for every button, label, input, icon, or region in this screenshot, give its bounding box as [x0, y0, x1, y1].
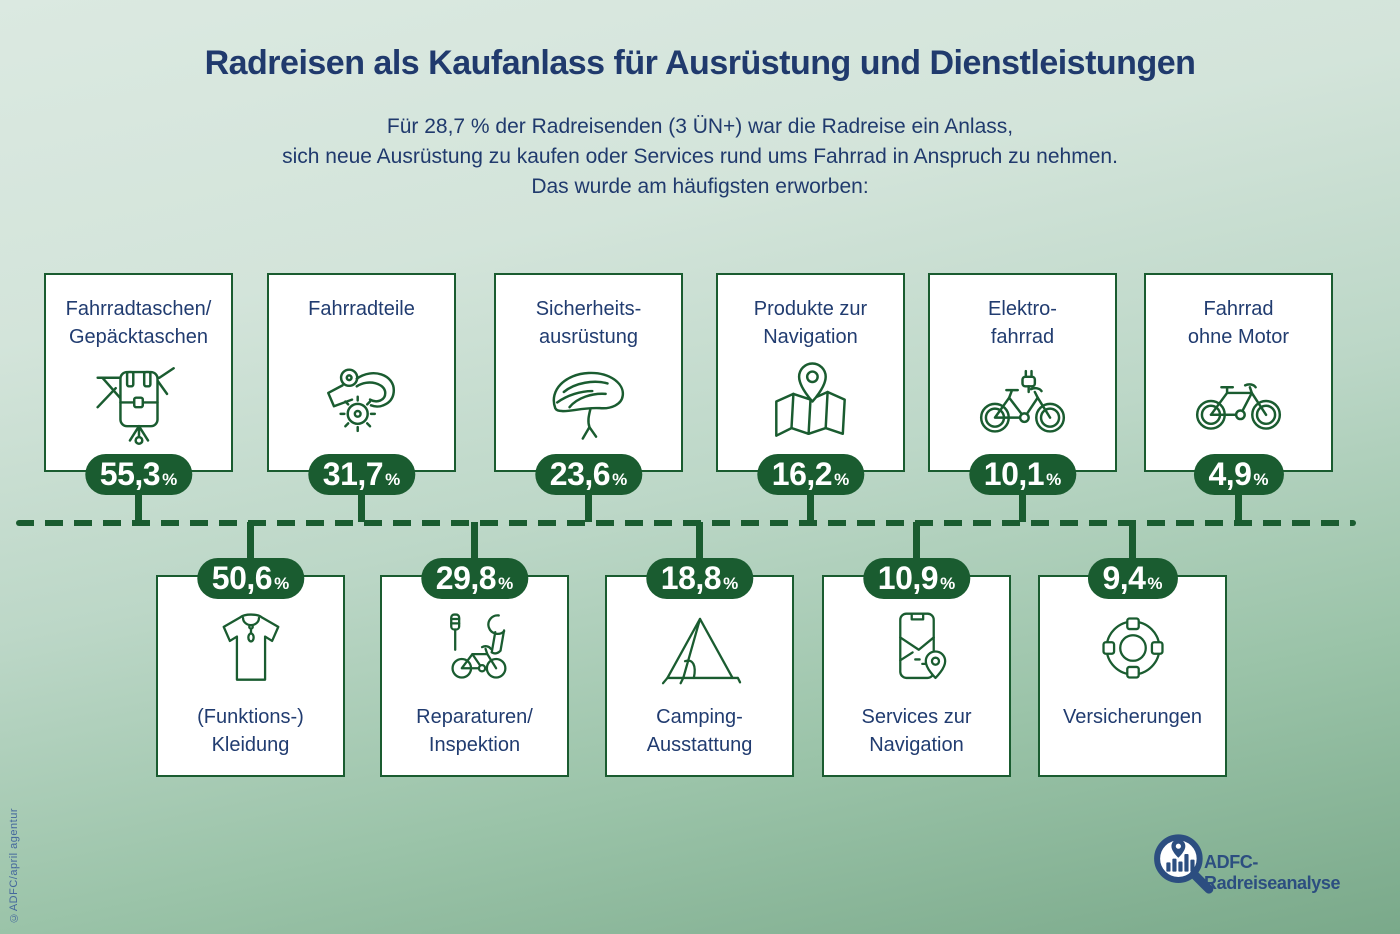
value-unit: % — [1253, 470, 1269, 489]
value-badge: 10,9% — [862, 558, 971, 599]
connector-stem — [807, 490, 814, 522]
logo-text: ADFC-Radreiseanalyse — [1204, 852, 1341, 893]
copyright-credit: ©ADFC/april agentur — [8, 808, 20, 924]
card-fahrradteile: Fahrradteile 31,7% — [267, 273, 456, 495]
value-badge: 18,8% — [645, 558, 754, 599]
value-number: 10,1 — [983, 456, 1045, 492]
card-funktions-kleidung: 50,6% (Funktions-) Kleidung — [156, 558, 345, 777]
value-number: 31,7 — [322, 456, 384, 492]
value-badge: 31,7% — [307, 454, 416, 495]
value-badge: 4,9% — [1193, 454, 1284, 495]
card-versicherungen: 9,4% Versicherungen — [1038, 558, 1227, 777]
card-label: Reparaturen/ Inspektion — [416, 706, 533, 756]
connector-stem — [247, 522, 254, 559]
connector-stem — [913, 522, 920, 559]
value-unit: % — [498, 574, 514, 593]
card-elektrofahrrad: Elektro- fahrrad 10,1% — [928, 273, 1117, 495]
subtitle: Für 28,7 % der Radreisenden (3 ÜN+) war … — [282, 115, 1118, 198]
card-label: Sicherheits- ausrüstung — [535, 298, 642, 348]
connector-stem — [1129, 522, 1136, 559]
value-number: 9,4 — [1102, 560, 1146, 596]
value-number: 50,6 — [211, 560, 273, 596]
value-unit: % — [1147, 574, 1163, 593]
map-pin-icon — [718, 354, 903, 449]
value-unit: % — [723, 574, 739, 593]
card-fahrradtaschen-gepaecktaschen: Fahrradtaschen/ Gepäcktaschen 55,3% — [44, 273, 233, 495]
card-label: Services zur Navigation — [861, 706, 972, 756]
tent-icon — [607, 604, 792, 692]
value-unit: % — [162, 470, 178, 489]
value-unit: % — [385, 470, 401, 489]
value-number: 16,2 — [771, 456, 833, 492]
helmet-icon — [496, 354, 681, 449]
card-label: (Funktions-) Kleidung — [197, 706, 304, 756]
timeline-dashed-line — [16, 520, 1356, 526]
value-unit: % — [1046, 470, 1062, 489]
value-number: 18,8 — [660, 560, 722, 596]
card-label: Elektro- fahrrad — [988, 298, 1057, 348]
jersey-icon — [158, 604, 343, 692]
card-services-zur-navigation: 10,9% Services zur Navigation — [822, 558, 1011, 777]
value-unit: % — [274, 574, 290, 593]
connector-stem — [696, 522, 703, 559]
card-fahrrad-ohne-motor: Fahrrad ohne Motor 4,9% — [1144, 273, 1333, 495]
card-label: Versicherungen — [1063, 706, 1202, 728]
connector-stem — [585, 490, 592, 522]
value-badge: 10,1% — [968, 454, 1077, 495]
value-unit: % — [612, 470, 628, 489]
value-badge: 23,6% — [534, 454, 643, 495]
card-label: Camping- Ausstattung — [646, 706, 753, 756]
value-unit: % — [834, 470, 850, 489]
value-badge: 55,3% — [84, 454, 193, 495]
derailleur-icon — [269, 354, 454, 449]
connector-stem — [358, 490, 365, 522]
phone-navigation-icon — [824, 604, 1009, 692]
connector-stem — [471, 522, 478, 559]
value-unit: % — [940, 574, 956, 593]
value-number: 4,9 — [1208, 456, 1252, 492]
repair-tools-icon — [382, 604, 567, 692]
lifebuoy-icon — [1040, 604, 1225, 692]
value-number: 10,9 — [877, 560, 939, 596]
value-badge: 16,2% — [756, 454, 865, 495]
connector-stem — [1019, 490, 1026, 522]
value-badge: 9,4% — [1087, 558, 1178, 599]
card-label: Produkte zur Navigation — [753, 298, 868, 348]
card-reparaturen-inspektion: 29,8% Reparaturen/ Inspektion — [380, 558, 569, 777]
card-sicherheitsausruestung: Sicherheits- ausrüstung 23,6% — [494, 273, 683, 495]
card-label: Fahrrad ohne Motor — [1187, 298, 1290, 348]
value-badge: 29,8% — [420, 558, 529, 599]
card-label: Fahrradteile — [308, 298, 415, 320]
card-camping-ausstattung: 18,8% Camping- Ausstattung — [605, 558, 794, 777]
value-number: 23,6 — [549, 456, 611, 492]
bicycle-icon — [1146, 354, 1331, 449]
value-badge: 50,6% — [196, 558, 305, 599]
card-produkte-zur-navigation: Produkte zur Navigation 16,2% — [716, 273, 905, 495]
pannier-bag-icon — [46, 354, 231, 449]
value-number: 29,8 — [435, 560, 497, 596]
card-label: Fahrradtaschen/ Gepäcktaschen — [65, 298, 212, 348]
connector-stem — [135, 490, 142, 522]
value-number: 55,3 — [99, 456, 161, 492]
adfc-logo: ADFC-Radreiseanalyse — [1146, 828, 1392, 906]
magnifier-chart-icon — [1154, 834, 1214, 894]
connector-stem — [1235, 490, 1242, 522]
page-title: Radreisen als Kaufanlass für Ausrüstung … — [204, 44, 1196, 82]
ebike-plug-icon — [930, 354, 1115, 449]
